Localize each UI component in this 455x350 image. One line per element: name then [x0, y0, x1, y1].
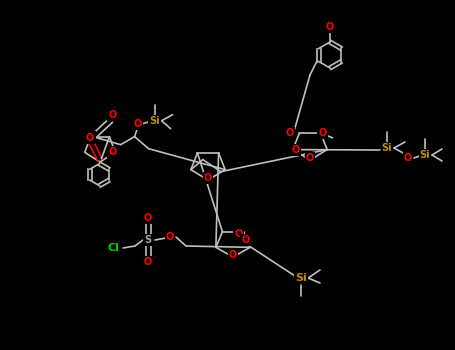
Text: Si: Si: [420, 150, 430, 160]
Text: O: O: [133, 119, 142, 129]
Text: O: O: [108, 147, 116, 158]
Text: O: O: [318, 128, 327, 138]
Text: Si: Si: [295, 273, 307, 283]
Text: O: O: [404, 153, 412, 163]
Text: O: O: [166, 232, 174, 242]
Text: N: N: [86, 132, 95, 142]
Text: O: O: [234, 229, 243, 239]
Text: O: O: [86, 133, 94, 143]
Text: O: O: [108, 110, 117, 120]
Text: Cl: Cl: [107, 243, 119, 253]
Text: Si: Si: [149, 116, 160, 126]
Text: O: O: [326, 22, 334, 32]
Text: O: O: [144, 213, 152, 223]
Text: O: O: [144, 257, 152, 267]
Text: O: O: [229, 250, 237, 260]
Text: O: O: [292, 145, 300, 155]
Text: O: O: [242, 234, 250, 245]
Text: O: O: [306, 153, 314, 163]
Text: Si: Si: [382, 143, 392, 153]
Text: S: S: [144, 235, 152, 245]
Text: O: O: [285, 128, 293, 138]
Text: O: O: [204, 173, 212, 183]
